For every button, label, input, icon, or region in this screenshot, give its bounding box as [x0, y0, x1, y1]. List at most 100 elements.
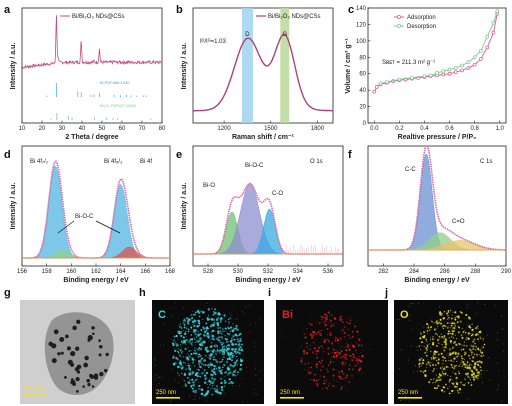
map-signal-dot	[348, 322, 351, 325]
scale-bar-h	[156, 397, 180, 399]
map-signal-dot	[340, 377, 343, 380]
map-noise-dot	[212, 368, 214, 370]
map-signal-dot	[343, 385, 345, 387]
isotherm-line-desorption	[380, 11, 498, 85]
isotherm-series	[372, 9, 500, 94]
map-signal-dot	[451, 342, 453, 344]
map-signal-dot	[321, 365, 324, 368]
map-signal-dot	[471, 364, 473, 366]
map-signal-dot	[428, 363, 431, 365]
map-signal-dot	[481, 347, 483, 350]
map-signal-dot	[310, 366, 313, 369]
map-signal-dot	[462, 334, 464, 336]
map-noise-dot	[436, 368, 438, 370]
map-noise-dot	[159, 316, 161, 318]
map-noise-dot	[158, 383, 160, 384]
map-noise-dot	[369, 349, 371, 350]
map-signal-dot	[462, 360, 465, 364]
map-signal-dot	[469, 357, 471, 360]
map-signal-dot	[231, 364, 235, 368]
map-signal-dot	[443, 310, 446, 313]
map-signal-dot	[238, 352, 241, 355]
map-signal-dot	[426, 340, 428, 342]
map-signal-dot	[351, 375, 353, 377]
map-signal-dot	[334, 317, 337, 320]
map-noise-dot	[500, 315, 502, 317]
map-signal-dot	[447, 355, 449, 357]
map-signal-dot	[458, 343, 461, 346]
map-signal-dot	[445, 339, 448, 342]
map-signal-dot	[184, 383, 187, 385]
fit-component-co	[193, 208, 343, 255]
map-signal-dot	[194, 311, 197, 313]
map-signal-dot	[468, 362, 470, 364]
legend-marker-desorption	[397, 24, 401, 28]
isotherm-point	[410, 75, 414, 80]
map-signal-dot	[321, 316, 324, 319]
map-signal-dot	[460, 334, 463, 336]
map-signal-dot	[449, 378, 452, 381]
map-signal-dot	[332, 385, 335, 388]
map-signal-dot	[226, 328, 228, 330]
map-signal-dot	[341, 330, 343, 332]
map-signal-dot	[441, 356, 445, 359]
ratio-annotation: Iᴰ/Iᴳ=1.03	[200, 38, 227, 45]
map-noise-dot	[249, 304, 251, 306]
map-signal-dot	[332, 348, 335, 351]
map-noise-dot	[377, 375, 379, 377]
map-signal-dot	[315, 365, 318, 368]
map-signal-dot	[474, 342, 476, 345]
map-signal-dot	[206, 332, 209, 335]
map-signal-dot	[443, 356, 446, 359]
map-noise-dot	[203, 349, 205, 351]
map-noise-dot	[249, 331, 251, 333]
map-noise-dot	[197, 369, 199, 371]
map-signal-dot	[432, 356, 434, 358]
map-signal-dot	[430, 362, 432, 364]
map-signal-dot	[464, 351, 466, 353]
map-noise-dot	[483, 339, 485, 341]
map-signal-dot	[222, 318, 223, 319]
map-signal-dot	[304, 363, 306, 365]
map-signal-dot	[332, 374, 335, 377]
map-noise-dot	[417, 303, 419, 305]
map-signal-dot	[454, 385, 457, 388]
map-signal-dot	[191, 370, 195, 374]
map-signal-dot	[222, 345, 226, 348]
map-signal-dot	[205, 327, 208, 330]
map-signal-dot	[326, 334, 328, 336]
panel-h: h C 250 nm	[139, 287, 264, 404]
map-signal-dot	[448, 337, 450, 339]
map-signal-dot	[236, 363, 238, 366]
map-noise-dot	[498, 369, 500, 371]
x-tick-label: 10	[19, 126, 26, 132]
map-signal-dot	[341, 363, 344, 366]
map-signal-dot	[301, 345, 303, 347]
map-noise-dot	[227, 350, 229, 352]
map-signal-dot	[222, 328, 224, 330]
map-noise-dot	[446, 353, 448, 355]
map-signal-dot	[200, 329, 203, 332]
map-signal-dot	[195, 336, 198, 338]
bismuth-map-dots	[278, 306, 379, 399]
map-signal-dot	[454, 316, 456, 319]
map-noise-dot	[417, 370, 418, 372]
map-signal-dot	[315, 379, 318, 382]
map-signal-dot	[178, 374, 180, 377]
map-signal-dot	[217, 330, 220, 333]
map-signal-dot	[227, 344, 231, 347]
map-noise-dot	[477, 332, 479, 334]
map-noise-dot	[372, 314, 374, 315]
map-signal-dot	[211, 350, 215, 353]
x-tick-label: 534	[293, 269, 304, 275]
map-signal-dot	[429, 329, 431, 331]
map-signal-dot	[464, 353, 466, 356]
map-signal-dot	[210, 357, 212, 359]
map-signal-dot	[307, 362, 310, 364]
map-signal-dot	[216, 390, 220, 394]
map-signal-dot	[423, 334, 426, 337]
map-signal-dot	[208, 314, 210, 316]
isotherm-line-adsorption	[373, 13, 498, 93]
map-signal-dot	[466, 364, 469, 367]
bio-label-e: Bi-O	[203, 183, 215, 189]
